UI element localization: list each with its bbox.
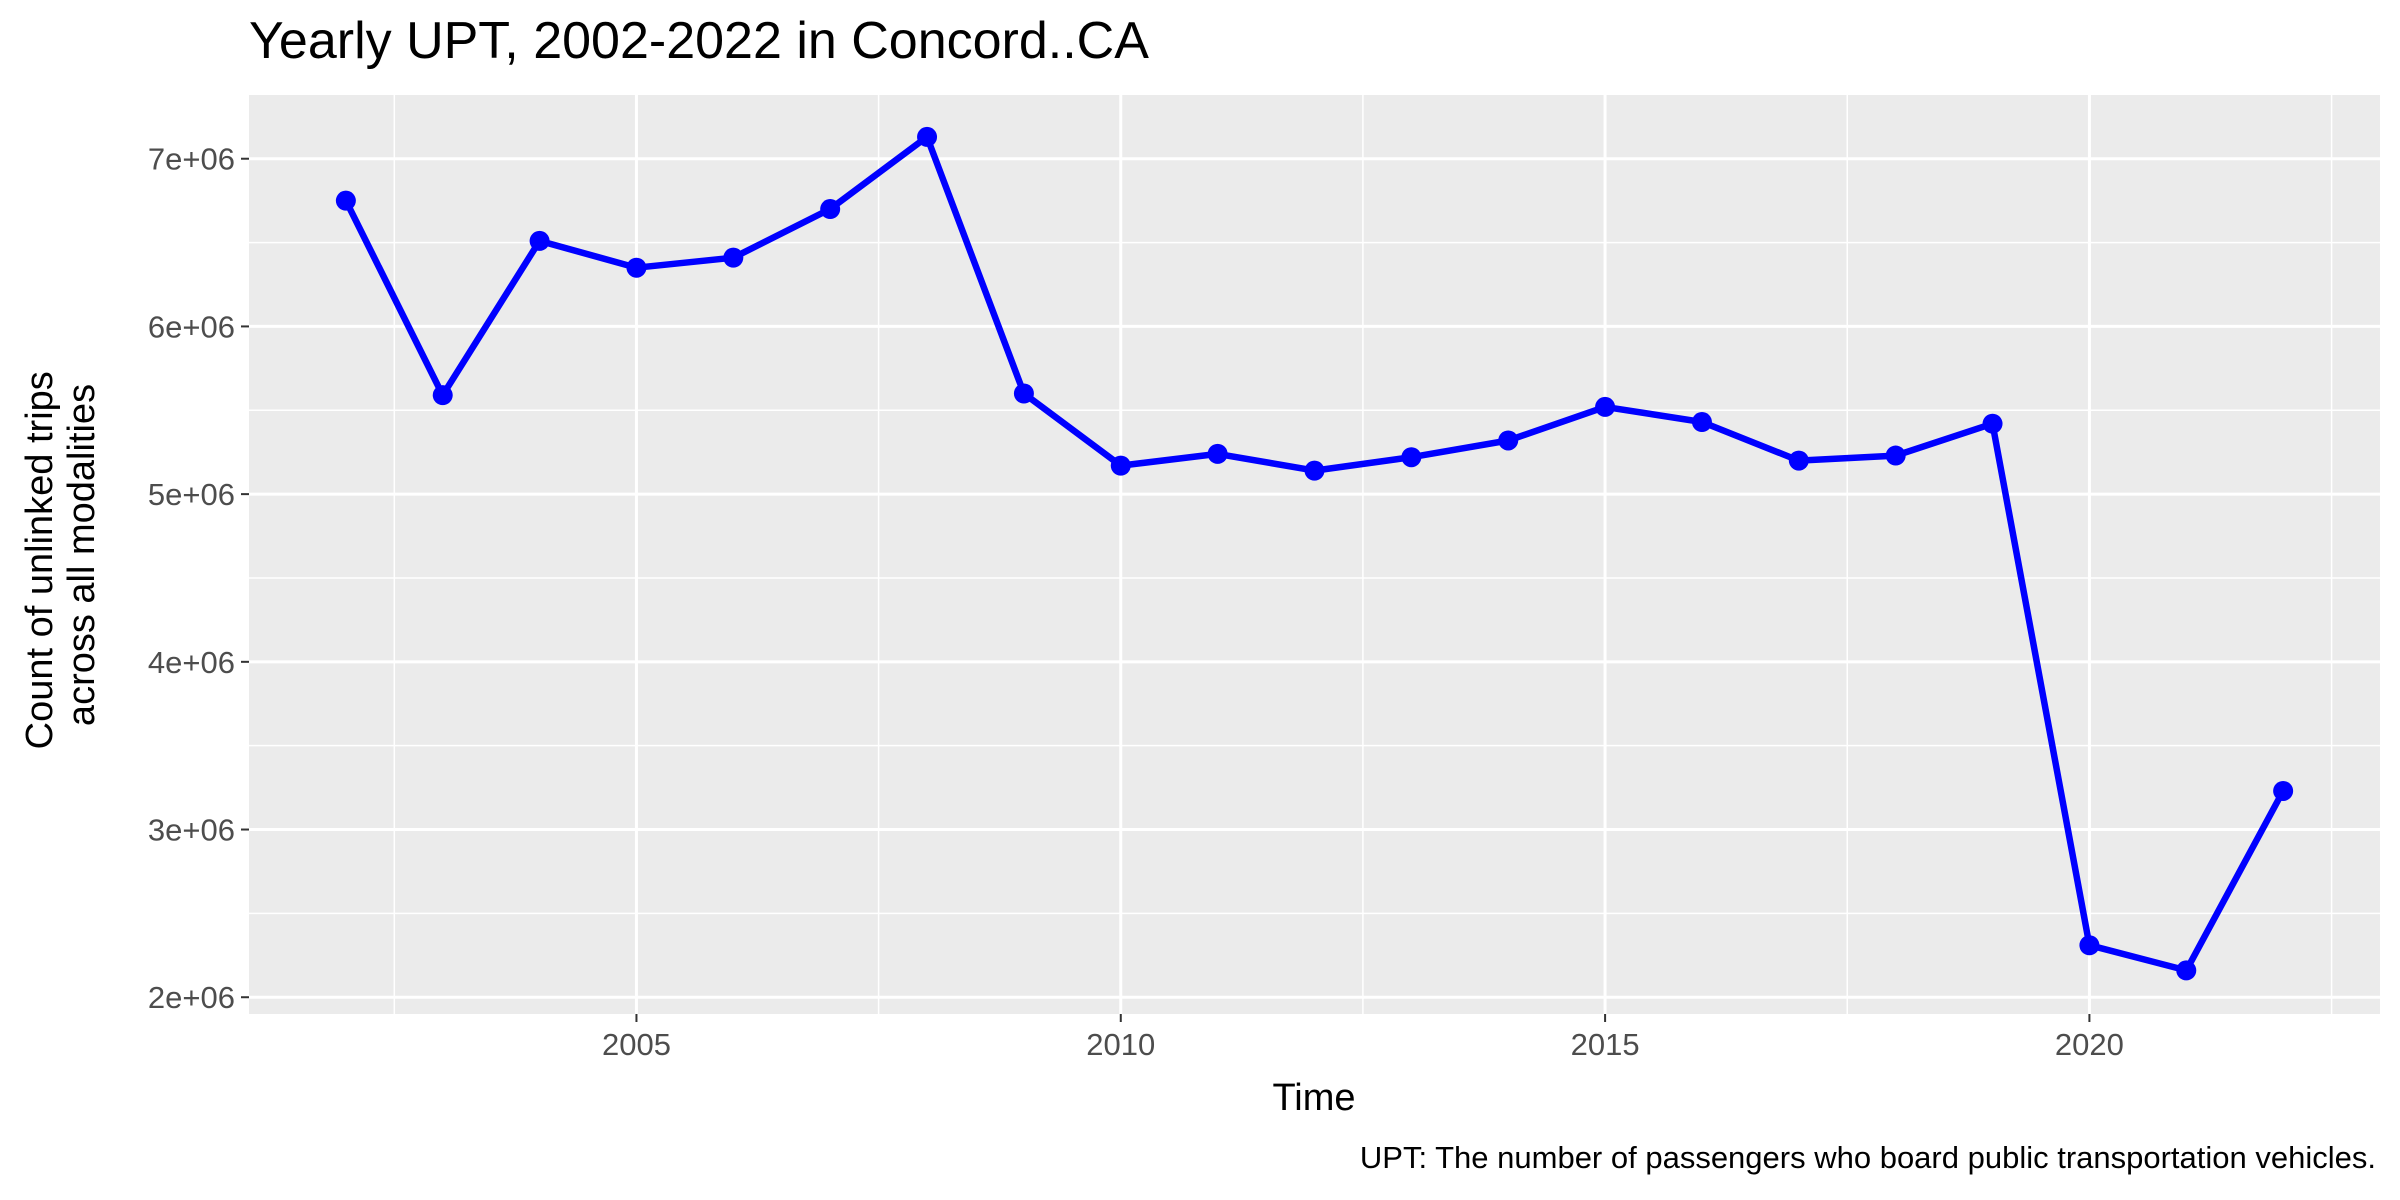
x-tick-label: 2005 [602,1027,671,1062]
minor-gridlines [249,95,2380,1014]
y-tick-label: 7e+06 [148,142,235,177]
data-point [1691,412,1712,433]
data-point [1304,460,1325,481]
data-point [1207,443,1228,464]
y-tick-label: 5e+06 [148,477,235,512]
data-point [1788,450,1809,471]
y-tick-label: 4e+06 [148,645,235,680]
data-point [2273,780,2294,801]
data-point [626,257,647,278]
major-gridlines [249,95,2380,1014]
y-axis-title-line-1: Count of unlinked trips [19,371,61,749]
series-layer [335,126,2294,981]
x-tick-label: 2010 [1086,1027,1155,1062]
data-point [335,190,356,211]
data-point [1595,396,1616,417]
chart-title: Yearly UPT, 2002-2022 in Concord..CA [249,12,1149,70]
data-point [432,385,453,406]
x-axis-ticks: 2005 2010 2015 2020 [602,1014,2124,1062]
x-tick-label: 2020 [2055,1027,2124,1062]
data-point [1885,445,1906,466]
x-axis-title: Time [1272,1077,1355,1119]
x-tick-label: 2015 [1571,1027,1640,1062]
data-point [1982,413,2003,434]
chart-caption: UPT: The number of passengers who board … [1360,1140,2376,1175]
data-point [1013,383,1034,404]
plot-panel [249,95,2380,1014]
y-tick-label: 2e+06 [148,980,235,1015]
y-tick-label: 6e+06 [148,309,235,344]
data-point [1110,455,1131,476]
data-point [1401,447,1422,468]
data-point [820,199,841,220]
y-axis-ticks: 2e+06 3e+06 4e+06 5e+06 6e+06 7e+06 [148,142,249,1015]
data-point [2176,960,2197,981]
y-tick-label: 3e+06 [148,813,235,848]
data-point [529,230,550,251]
data-point [917,126,938,147]
y-axis-title: Count of unlinked trips across all modal… [19,361,103,750]
y-axis-title-line-2: across all modalities [61,384,103,726]
data-point [2079,935,2100,956]
data-point [1498,430,1519,451]
data-point [723,247,744,268]
